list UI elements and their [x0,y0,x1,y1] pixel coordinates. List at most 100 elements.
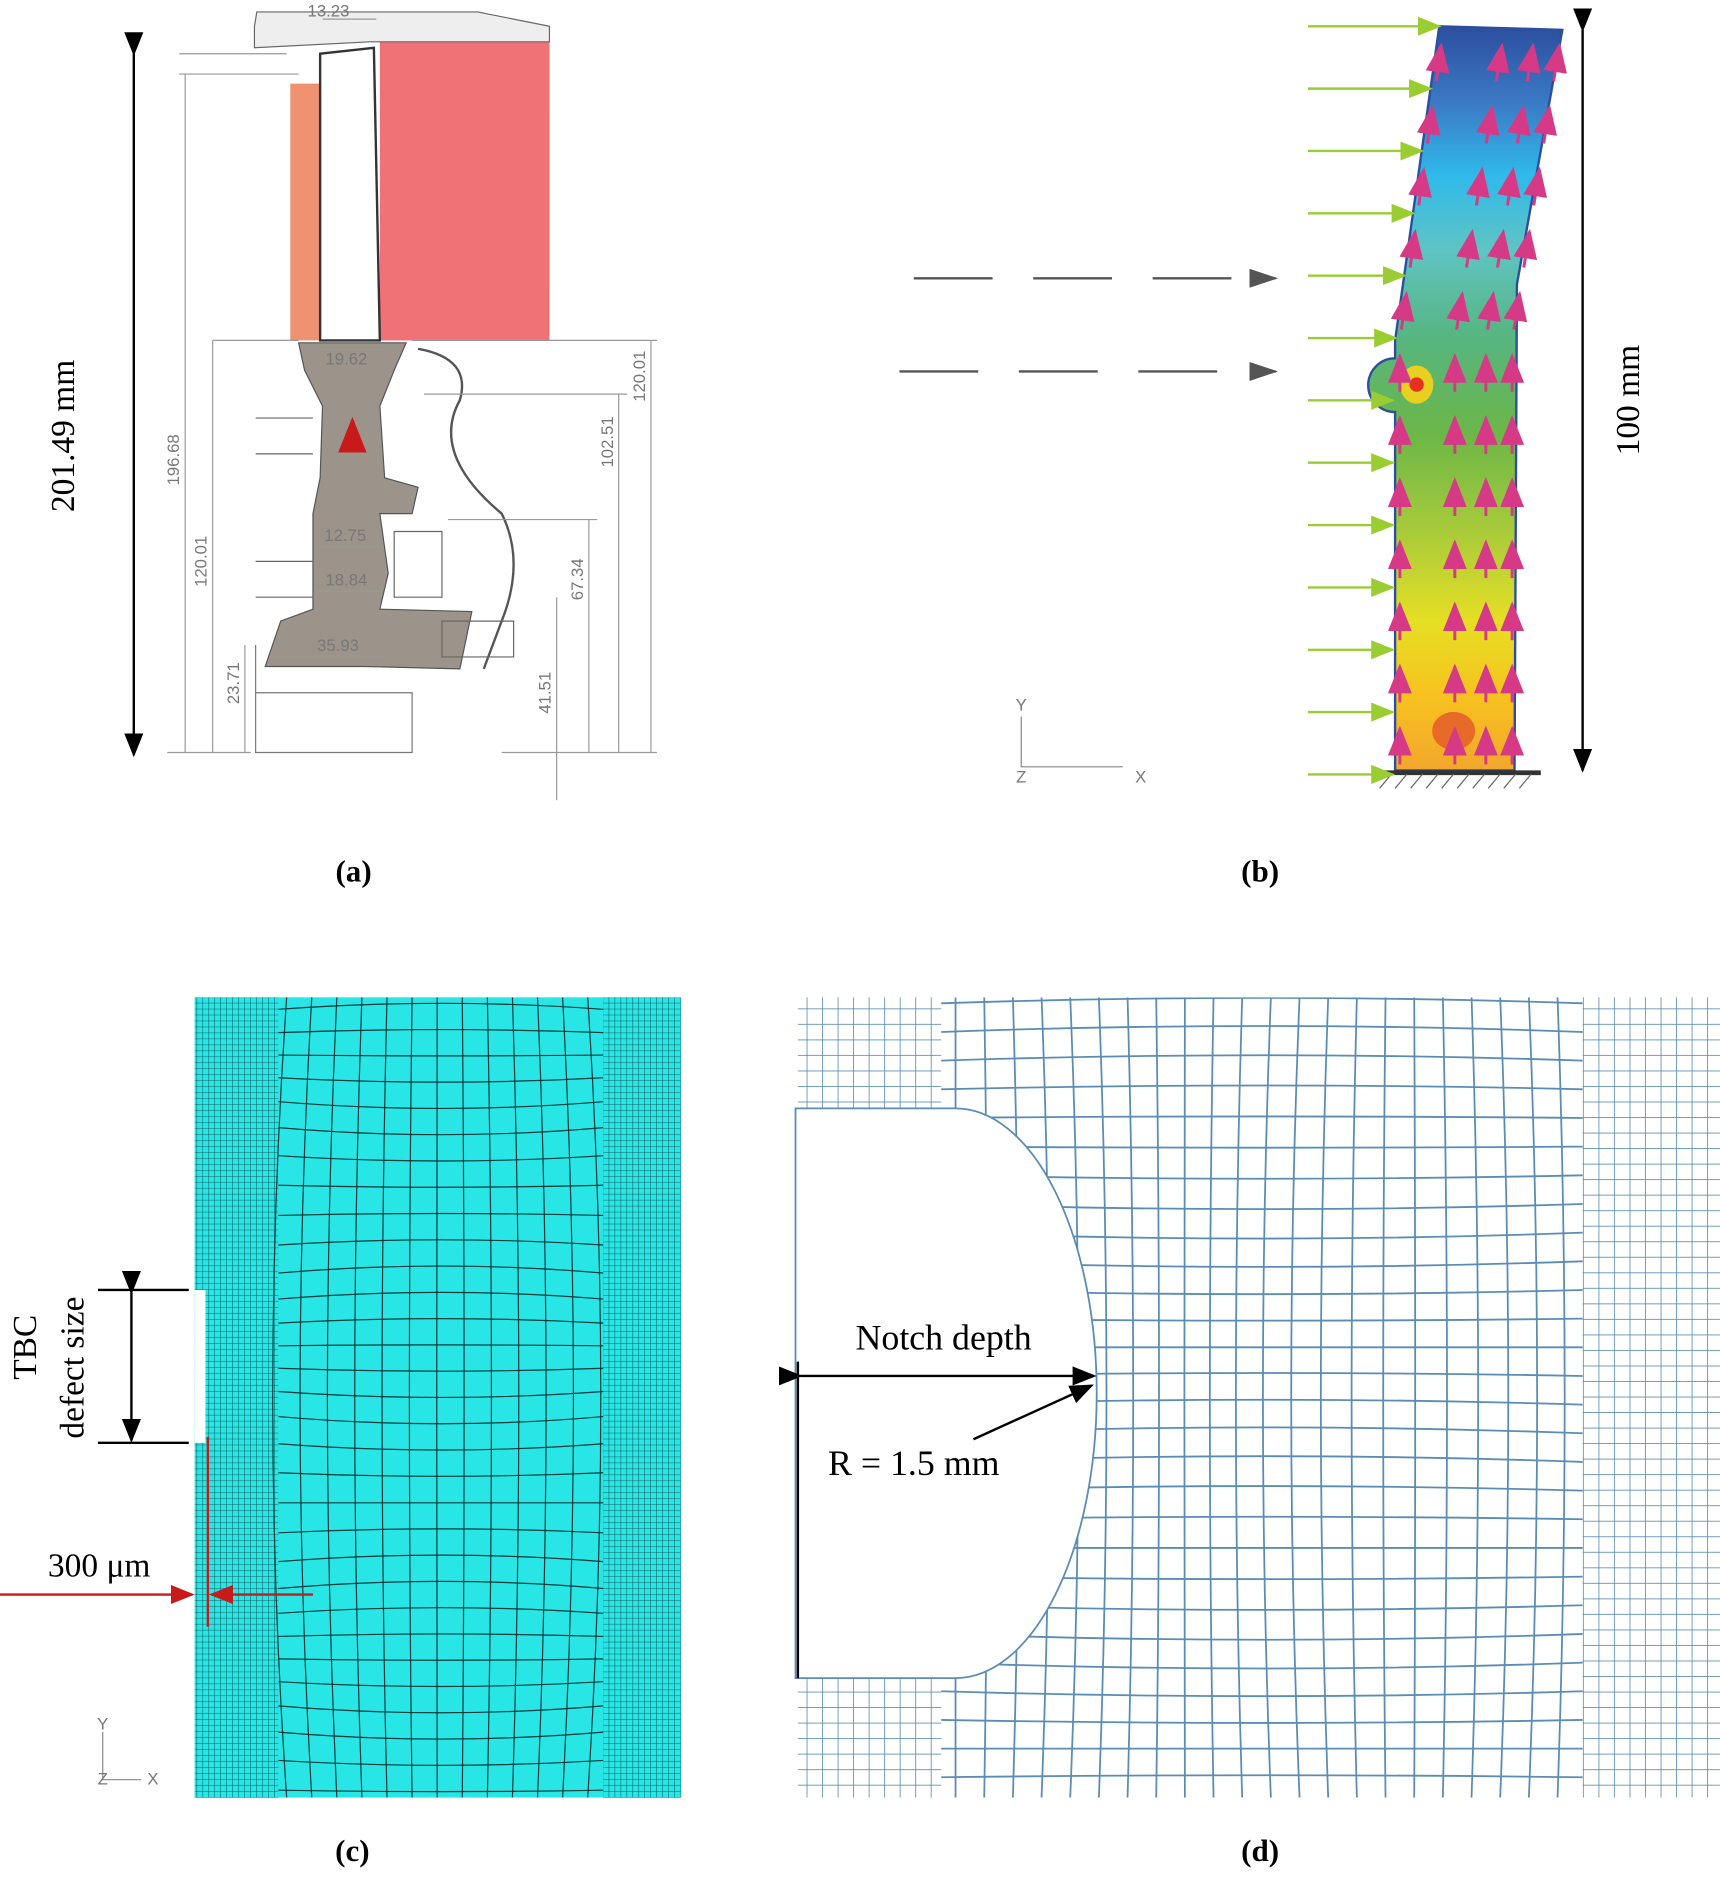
axis-label: Y [1016,696,1027,715]
mesh-line [278,1054,604,1057]
radius-arrow [972,1384,1094,1441]
casing [417,347,515,670]
mesh-line [278,1212,604,1217]
pressure-arrow [1476,104,1500,144]
mesh-line [1413,997,1417,1798]
hotspot [1409,377,1424,392]
mesh-line [278,1554,604,1563]
dimension-lines [167,18,657,801]
mesh-line [1155,997,1160,1798]
pressure-arrow [1390,290,1415,330]
height-label: 100 mm [1610,345,1647,456]
mesh-line [278,1607,604,1614]
mesh-line [278,1077,604,1083]
mesh-line [278,1415,604,1425]
blade [318,46,382,342]
caption: (c) [335,1833,369,1868]
mesh-line [561,997,575,1798]
mesh-line [278,1658,604,1661]
mesh-line [278,1291,604,1300]
mesh-line [278,1002,604,1010]
mesh-line [278,1705,604,1714]
mesh-line [1441,997,1448,1798]
pressure-arrow [1543,42,1567,82]
mesh-line [536,997,547,1798]
dimension-label: 67.34 [568,558,587,600]
mesh-line [278,1028,604,1034]
hardware [255,417,515,658]
panel-b: 100 mm Y Z X (b) [899,8,1647,888]
mesh-line [354,997,363,1798]
mesh-line [278,1472,604,1477]
mesh-line [1499,997,1510,1798]
mesh-line [278,1681,604,1688]
mesh-line [1126,997,1135,1798]
mesh-line [941,1774,1583,1779]
mesh-line [1262,997,1272,1798]
mesh-line [1470,997,1480,1798]
mesh-line [278,1344,604,1347]
mesh-line [326,997,338,1798]
blade-edge [290,83,324,341]
mesh-line [511,997,520,1798]
mesh-line [278,1184,604,1188]
mesh-line [941,1747,1583,1751]
mesh-line [941,997,1583,1005]
pressure-arrow [1487,228,1511,268]
defect [194,1289,206,1443]
fine-mesh [1582,997,1720,1798]
mesh-line [1556,997,1566,1798]
panel-c: TBC defect size 300 μm Y Z X (c) [0,997,681,1868]
dimension-label: 120.01 [192,536,211,587]
mesh-line [278,1528,604,1534]
dimension-label: 13.23 [308,2,350,21]
panel-d: Notch depth R = 1.5 mm (d) [778,997,1720,1868]
contour-body [1367,25,1564,772]
disk-root [264,342,473,670]
hatch [1379,773,1532,789]
height-label: 201.49 mm [45,360,82,512]
axis-label: Z [98,1769,108,1788]
mesh-line [278,1759,604,1766]
pressure-arrow [1399,228,1424,268]
mesh-line [941,1145,1583,1149]
mesh-line [278,1580,604,1590]
pressure-arrow [1408,166,1432,206]
mesh-line [278,1443,604,1451]
dimension-label: 196.68 [164,434,183,485]
mesh-line [278,1318,604,1324]
notch-depth-label: Notch depth [856,1318,1032,1358]
axis-triad [1020,716,1123,768]
mesh-line [1097,997,1108,1798]
mesh-line [278,1390,604,1399]
dimension-label: 102.51 [598,416,617,467]
mesh-line [941,1025,1583,1033]
dimension-label: 19.62 [325,349,367,368]
radius-label: R = 1.5 mm [828,1443,1000,1483]
pressure-arrow [1456,228,1480,268]
mesh-line [1350,997,1358,1798]
mesh-line [278,1367,604,1372]
axis-triad [102,1731,141,1781]
mesh-line [1208,997,1215,1798]
pressure-arrow [1533,104,1557,144]
pressure-arrow [1477,290,1501,330]
mesh-line [278,1239,604,1246]
mesh-line [941,1084,1583,1091]
mesh-line [278,1101,604,1109]
pressure-arrow [1497,166,1521,206]
pressure-arrow [1503,290,1528,330]
pressure-arrow [1513,228,1538,268]
caption: (d) [1241,1833,1279,1868]
thickness-label: 300 μm [48,1548,150,1585]
fine-mesh [194,997,279,1798]
pressure-arrow [1485,42,1510,82]
dimension-label: 120.01 [630,351,649,402]
defect-label: defect size [55,1297,92,1439]
pressure-arrow [1507,104,1531,144]
mesh-line [278,1127,604,1136]
mesh-line [941,1719,1583,1724]
dimension-label: 18.84 [325,570,367,589]
caption: (a) [335,853,371,888]
